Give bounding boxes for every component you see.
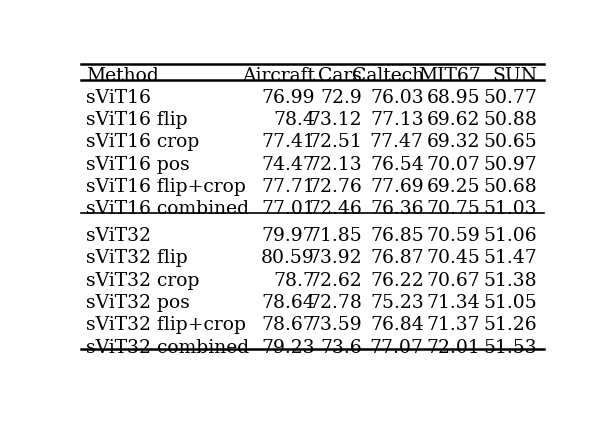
Text: 78.67: 78.67 [261, 316, 315, 334]
Text: 76.54: 76.54 [370, 156, 424, 174]
Text: 73.6: 73.6 [321, 339, 362, 357]
Text: 69.25: 69.25 [427, 178, 481, 196]
Text: 75.23: 75.23 [370, 294, 424, 312]
Text: Cars: Cars [318, 66, 362, 84]
Text: 77.13: 77.13 [370, 111, 424, 129]
Text: 71.34: 71.34 [427, 294, 481, 312]
Text: 76.84: 76.84 [370, 316, 424, 334]
Text: 70.75: 70.75 [426, 200, 481, 218]
Text: 72.46: 72.46 [309, 200, 362, 218]
Text: sViT16 flip: sViT16 flip [85, 111, 187, 129]
Text: 76.36: 76.36 [370, 200, 424, 218]
Text: 50.77: 50.77 [483, 89, 537, 107]
Text: 70.07: 70.07 [426, 156, 481, 174]
Text: 72.51: 72.51 [309, 133, 362, 152]
Text: 80.59: 80.59 [261, 249, 315, 267]
Text: sViT16 crop: sViT16 crop [85, 133, 199, 152]
Text: 78.4: 78.4 [273, 111, 315, 129]
Text: Caltech: Caltech [351, 66, 424, 84]
Text: 79.23: 79.23 [261, 339, 315, 357]
Text: sViT32 crop: sViT32 crop [85, 272, 199, 290]
Text: 77.47: 77.47 [370, 133, 424, 152]
Text: 72.62: 72.62 [309, 272, 362, 290]
Text: 73.92: 73.92 [309, 249, 362, 267]
Text: 71.37: 71.37 [427, 316, 481, 334]
Text: MIT67: MIT67 [418, 66, 481, 84]
Text: 78.64: 78.64 [261, 294, 315, 312]
Text: 77.01: 77.01 [261, 200, 315, 218]
Text: 50.65: 50.65 [484, 133, 537, 152]
Text: Aircraft: Aircraft [242, 66, 315, 84]
Text: SUN: SUN [492, 66, 537, 84]
Text: 79.97: 79.97 [261, 227, 315, 245]
Text: sViT32: sViT32 [85, 227, 151, 245]
Text: sViT16 pos: sViT16 pos [85, 156, 190, 174]
Text: 70.59: 70.59 [427, 227, 481, 245]
Text: 51.38: 51.38 [484, 272, 537, 290]
Text: 51.53: 51.53 [484, 339, 537, 357]
Text: 72.9: 72.9 [320, 89, 362, 107]
Text: 76.85: 76.85 [370, 227, 424, 245]
Text: 76.22: 76.22 [370, 272, 424, 290]
Text: sViT32 combined: sViT32 combined [85, 339, 249, 357]
Text: 72.78: 72.78 [309, 294, 362, 312]
Text: sViT32 flip: sViT32 flip [85, 249, 187, 267]
Text: 72.01: 72.01 [427, 339, 481, 357]
Text: 70.67: 70.67 [427, 272, 481, 290]
Text: 78.7: 78.7 [273, 272, 315, 290]
Text: 77.07: 77.07 [370, 339, 424, 357]
Text: 77.41: 77.41 [261, 133, 315, 152]
Text: sViT16: sViT16 [85, 89, 151, 107]
Text: sViT16 combined: sViT16 combined [85, 200, 249, 218]
Text: 51.03: 51.03 [484, 200, 537, 218]
Text: sViT32 flip+crop: sViT32 flip+crop [85, 316, 246, 334]
Text: 74.47: 74.47 [261, 156, 315, 174]
Text: 77.69: 77.69 [370, 178, 424, 196]
Text: Method: Method [85, 66, 159, 84]
Text: 69.62: 69.62 [427, 111, 481, 129]
Text: 76.99: 76.99 [262, 89, 315, 107]
Text: 73.59: 73.59 [309, 316, 362, 334]
Text: 72.76: 72.76 [309, 178, 362, 196]
Text: 51.47: 51.47 [484, 249, 537, 267]
Text: 50.88: 50.88 [483, 111, 537, 129]
Text: 76.03: 76.03 [370, 89, 424, 107]
Text: 51.05: 51.05 [484, 294, 537, 312]
Text: 51.06: 51.06 [484, 227, 537, 245]
Text: 50.97: 50.97 [484, 156, 537, 174]
Text: 71.85: 71.85 [309, 227, 362, 245]
Text: 50.68: 50.68 [484, 178, 537, 196]
Text: 73.12: 73.12 [309, 111, 362, 129]
Text: sViT32 pos: sViT32 pos [85, 294, 190, 312]
Text: 69.32: 69.32 [427, 133, 481, 152]
Text: 77.71: 77.71 [261, 178, 315, 196]
Text: sViT16 flip+crop: sViT16 flip+crop [85, 178, 246, 196]
Text: 68.95: 68.95 [427, 89, 481, 107]
Text: 51.26: 51.26 [484, 316, 537, 334]
Text: 72.13: 72.13 [309, 156, 362, 174]
Text: 76.87: 76.87 [370, 249, 424, 267]
Text: 70.45: 70.45 [426, 249, 481, 267]
